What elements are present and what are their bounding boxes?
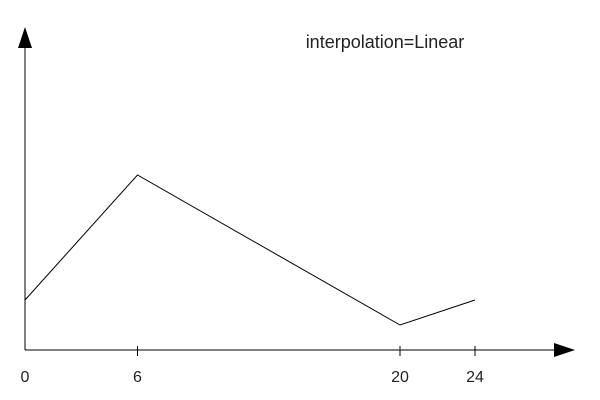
- x-tick-label: 0: [21, 369, 30, 386]
- interpolation-annotation: interpolation=Linear: [306, 32, 465, 52]
- x-axis: [25, 343, 575, 357]
- series-line: [24, 174, 476, 326]
- y-axis-arrow-icon: [18, 27, 32, 48]
- y-axis: [18, 27, 32, 350]
- x-tick-label: 6: [133, 369, 142, 386]
- x-ticks: [137, 346, 476, 356]
- x-axis-arrow-icon: [554, 343, 575, 357]
- x-tick-label: 20: [391, 369, 409, 386]
- x-tick-label: 24: [466, 369, 484, 386]
- x-tick-labels: 0 6 20 24: [21, 369, 484, 386]
